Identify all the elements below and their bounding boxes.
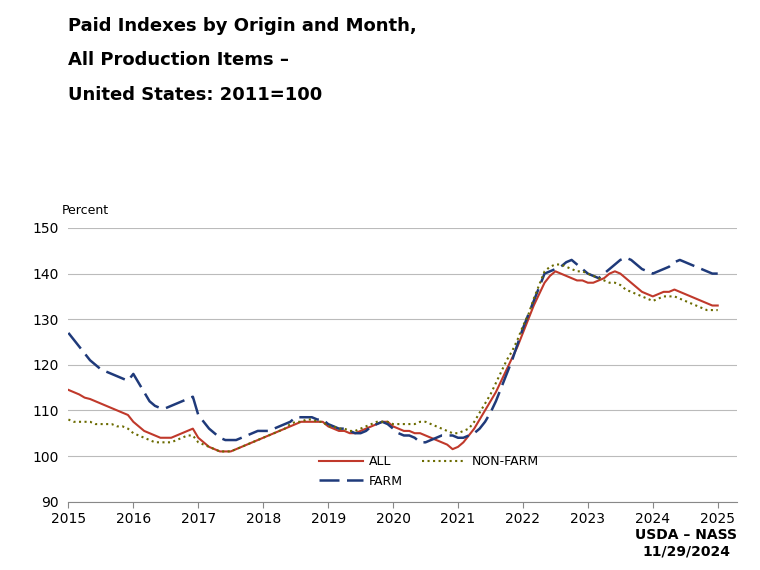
Text: Percent: Percent [62,204,109,217]
Legend: ALL, FARM, NON-FARM: ALL, FARM, NON-FARM [314,450,543,492]
Text: Paid Indexes by Origin and Month,: Paid Indexes by Origin and Month, [68,17,417,35]
Text: All Production Items –: All Production Items – [68,51,290,70]
Text: United States: 2011=100: United States: 2011=100 [68,86,323,104]
Text: USDA – NASS
11/29/2024: USDA – NASS 11/29/2024 [635,528,737,559]
